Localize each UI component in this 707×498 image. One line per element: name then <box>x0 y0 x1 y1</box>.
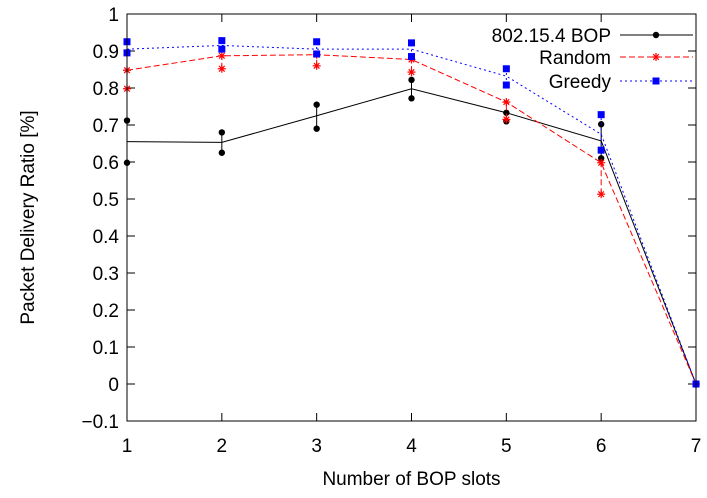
y-tick-label: 0.5 <box>93 190 119 211</box>
legend-label: Greedy <box>549 72 612 93</box>
x-tick-label: 5 <box>501 436 512 457</box>
data-point <box>218 129 226 136</box>
x-tick-label: 4 <box>406 436 417 457</box>
x-tick-label: 3 <box>311 436 322 457</box>
data-point <box>502 81 510 89</box>
y-tick-label: 1 <box>108 5 119 26</box>
y-tick-label: −0.1 <box>81 412 119 433</box>
y-tick-label: 0.4 <box>93 227 120 248</box>
x-tick-label: 7 <box>691 436 702 457</box>
data-point <box>408 76 415 84</box>
data-point <box>502 115 511 124</box>
data-point <box>502 98 511 107</box>
data-point <box>313 101 320 108</box>
data-point <box>502 65 510 73</box>
x-tick-label: 6 <box>596 436 607 457</box>
series-1 <box>123 76 700 388</box>
data-point <box>597 111 605 119</box>
data-point <box>408 95 415 102</box>
y-tick-label: 0.8 <box>93 79 119 100</box>
y-tick-label: 0 <box>108 375 119 396</box>
data-point <box>597 190 606 199</box>
legend-marker <box>652 77 660 85</box>
y-axis-title: Packet Delivery Ratio [%] <box>18 110 39 324</box>
legend-label: Random <box>539 48 611 69</box>
data-point <box>503 109 510 116</box>
legend-marker <box>652 53 660 61</box>
y-tick-label: 0.6 <box>93 153 119 174</box>
data-point <box>408 39 415 47</box>
plot-frame <box>126 13 697 422</box>
legend-label: 802.15.4 BOP <box>492 26 611 47</box>
data-point <box>313 50 321 58</box>
data-point <box>218 149 226 156</box>
legend-marker <box>652 31 660 39</box>
x-axis-title: Number of BOP slots <box>322 469 500 490</box>
y-tick-label: 0.7 <box>93 116 119 137</box>
data-point <box>407 68 416 77</box>
data-point <box>217 64 226 73</box>
y-tick-label: 0.3 <box>93 264 119 285</box>
data-point <box>597 158 606 167</box>
data-point <box>597 155 605 162</box>
data-point <box>218 45 226 53</box>
x-tick-label: 1 <box>122 436 133 457</box>
data-point <box>313 125 320 132</box>
y-tick-label: 0.1 <box>93 338 119 359</box>
data-point <box>408 53 415 61</box>
data-point <box>313 38 321 46</box>
axis-ticks: −0.1 0 0.1 0.2 0.3 0.4 0.5 0.6 0.7 0.8 0.9 1 1 2 3 4 5 6 7 <box>81 5 701 457</box>
series-line <box>126 88 697 385</box>
data-point <box>597 146 605 154</box>
series-line <box>126 54 697 385</box>
y-tick-label: 0.2 <box>93 301 119 322</box>
data-point <box>217 51 226 60</box>
plot-series <box>123 37 700 388</box>
x-tick-label: 2 <box>217 436 228 457</box>
y-tick-label: 0.9 <box>93 42 119 63</box>
data-point <box>312 61 321 70</box>
data-point <box>218 37 226 45</box>
